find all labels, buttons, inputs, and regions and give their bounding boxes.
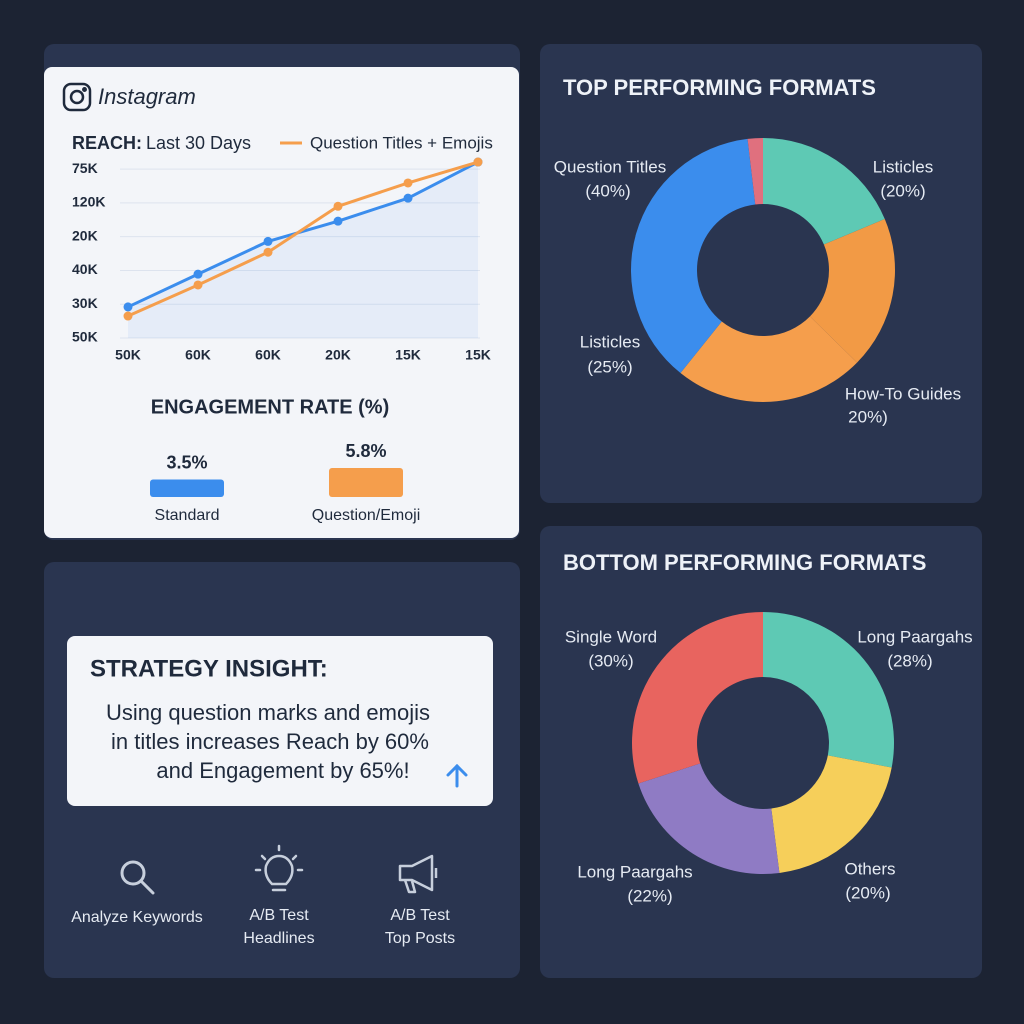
x-tick-label: 60K bbox=[185, 347, 211, 363]
bar bbox=[150, 479, 224, 497]
point bbox=[263, 247, 273, 257]
point bbox=[123, 302, 133, 312]
point bbox=[403, 193, 413, 203]
slice bbox=[810, 219, 896, 363]
value-label: 3.5% bbox=[166, 452, 207, 472]
area bbox=[128, 162, 478, 338]
y-tick-label: 20K bbox=[72, 227, 98, 243]
slice-label: Listicles bbox=[580, 332, 640, 351]
slice bbox=[631, 138, 756, 374]
insight-text: in titles increases Reach by 60% bbox=[111, 729, 429, 754]
category-label: Question/Emoji bbox=[312, 507, 421, 524]
slice-label: Others bbox=[844, 859, 895, 878]
insight-title: STRATEGY INSIGHT: bbox=[90, 655, 328, 682]
y-tick-label: 50K bbox=[72, 329, 98, 345]
bar bbox=[329, 468, 403, 497]
action-label: Headlines bbox=[243, 930, 314, 947]
bulb-icon bbox=[254, 844, 304, 892]
y-tick-label: 40K bbox=[72, 261, 98, 277]
panel bbox=[540, 44, 982, 503]
slice-label: Listicles bbox=[873, 157, 933, 176]
point bbox=[333, 216, 343, 226]
slice-label: Long Paargahs bbox=[577, 862, 692, 881]
panel bbox=[540, 526, 982, 978]
slice-value-label: (30%) bbox=[588, 651, 633, 670]
chart-subtitle: Last 30 Days bbox=[146, 133, 251, 153]
point bbox=[193, 280, 203, 290]
slice-label: Long Paargahs bbox=[857, 627, 972, 646]
slice bbox=[747, 138, 763, 205]
slice-value-label: 20%) bbox=[848, 407, 888, 426]
point bbox=[193, 269, 203, 279]
slice-label: How-To Guides bbox=[845, 384, 961, 403]
slice-label: Question Titles bbox=[554, 157, 666, 176]
slice bbox=[632, 612, 763, 784]
chart-title: BOTTOM PERFORMING FORMATS bbox=[563, 550, 926, 575]
x-tick-label: 20K bbox=[325, 347, 351, 363]
slice bbox=[771, 755, 892, 873]
slice bbox=[763, 138, 885, 245]
x-tick-label: 15K bbox=[465, 347, 491, 363]
slice-value-label: (25%) bbox=[587, 357, 632, 376]
point bbox=[333, 201, 343, 211]
slice bbox=[638, 763, 780, 874]
slice bbox=[763, 612, 894, 768]
insight-text: Using question marks and emojis bbox=[106, 700, 430, 725]
chart-title: TOP PERFORMING FORMATS bbox=[563, 75, 876, 100]
slice-value-label: (22%) bbox=[627, 886, 672, 905]
slice-value-label: (20%) bbox=[845, 883, 890, 902]
action-label: A/B Test bbox=[249, 907, 309, 924]
y-tick-label: 30K bbox=[72, 295, 98, 311]
instagram-logo bbox=[62, 82, 92, 112]
slice-label: Single Word bbox=[565, 627, 657, 646]
slice-value-label: (40%) bbox=[585, 181, 630, 200]
point bbox=[123, 311, 133, 321]
category-label: Standard bbox=[155, 507, 220, 524]
chart-title: REACH: bbox=[72, 133, 142, 153]
x-tick-label: 50K bbox=[115, 347, 141, 363]
arrow-up-icon bbox=[446, 763, 468, 788]
line-chart: REACH: Last 30 Days Question Titles + Em… bbox=[72, 133, 493, 153]
action-label: Analyze Keywords bbox=[71, 909, 203, 926]
slice-value-label: (28%) bbox=[887, 651, 932, 670]
chart-title: ENGAGEMENT RATE (%) bbox=[151, 396, 390, 418]
legend-label: Question Titles + Emojis bbox=[310, 133, 493, 152]
line bbox=[127, 160, 479, 309]
value-label: 5.8% bbox=[345, 441, 386, 461]
x-tick-label: 15K bbox=[395, 347, 421, 363]
point bbox=[403, 178, 413, 188]
x-tick-label: 60K bbox=[255, 347, 281, 363]
slice bbox=[680, 316, 858, 402]
y-tick-label: 120K bbox=[72, 194, 105, 210]
slice-value-label: (20%) bbox=[880, 181, 925, 200]
action-label: Top Posts bbox=[385, 930, 455, 947]
action-label: A/B Test bbox=[390, 907, 450, 924]
point bbox=[263, 236, 273, 246]
brand: Instagram bbox=[98, 84, 196, 109]
line bbox=[127, 160, 479, 318]
insight-card bbox=[67, 636, 493, 806]
search-icon bbox=[120, 860, 155, 895]
y-tick-label: 75K bbox=[72, 160, 98, 176]
insight-text: and Engagement by 65%! bbox=[156, 758, 409, 783]
megaphone-icon bbox=[398, 854, 438, 894]
point bbox=[473, 157, 483, 167]
